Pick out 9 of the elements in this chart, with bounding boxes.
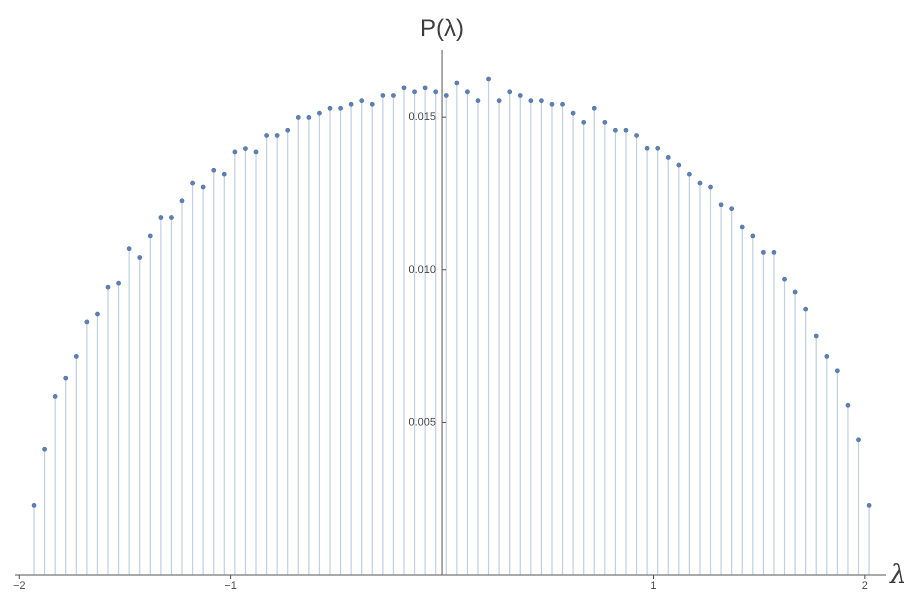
y-tick-label: 0.010 bbox=[408, 264, 436, 276]
x-tick-label: −2 bbox=[12, 580, 26, 592]
y-axis-title: P(λ) bbox=[420, 15, 464, 42]
y-tick-label: 0.015 bbox=[408, 111, 436, 124]
y-tick-label: 0.005 bbox=[408, 416, 436, 428]
x-tick-label: 1 bbox=[650, 580, 657, 592]
x-axis-title: λ bbox=[889, 560, 906, 590]
x-tick-label: 2 bbox=[862, 580, 868, 592]
x-tick-label: −1 bbox=[224, 580, 237, 592]
